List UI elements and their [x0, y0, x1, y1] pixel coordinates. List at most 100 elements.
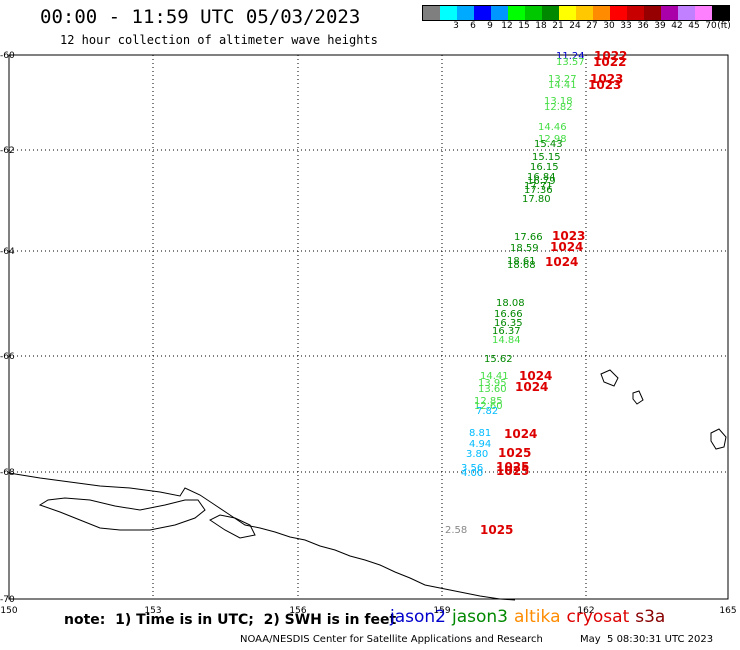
scale-tick-label: 18 [535, 21, 547, 31]
latitude-label: -66 [0, 352, 15, 362]
pressure-label: 1024 [545, 255, 578, 269]
wave-height-label: 16.15 [530, 162, 559, 173]
credit-text: NOAA/NESDIS Center for Satellite Applica… [240, 634, 543, 645]
wave-height-label: 15.15 [532, 152, 561, 163]
latitude-label: -64 [0, 247, 15, 257]
wave-height-label: 14.41 [548, 80, 577, 91]
longitude-label: 153 [144, 606, 161, 616]
wave-height-label: 17.36 [524, 185, 553, 196]
wave-height-label: 18.61 [507, 256, 536, 267]
scale-swatch [593, 6, 610, 20]
wave-height-label: 15.62 [484, 354, 513, 365]
scale-swatch [423, 6, 440, 20]
scale-swatch [610, 6, 627, 20]
longitude-label: 150 [0, 606, 17, 616]
satellite-legend: jason2 jason3 altika cryosat s3a [390, 607, 671, 627]
pressure-label: 1024 [515, 380, 548, 394]
scale-tick-label: 27 [586, 21, 598, 31]
scale-tick-label: 45 [688, 21, 700, 31]
scale-swatch [457, 6, 474, 20]
scale-tick-label: 39 [654, 21, 666, 31]
wave-height-label: 12.98 [538, 134, 567, 145]
footer-note: note: 1) Time is in UTC; 2) SWH is in fe… [64, 612, 397, 628]
wave-height-label: 11.24 [556, 51, 585, 62]
scale-tick-label: 3 [453, 21, 459, 31]
scale-tick-label: 9 [487, 21, 493, 31]
wave-height-label: 12.85 [474, 396, 503, 407]
scale-swatch [661, 6, 678, 20]
wave-height-label: 13.60 [478, 384, 507, 395]
page-title: 00:00 - 11:59 UTC 05/03/2023 [40, 6, 361, 28]
legend-entry: jason2 [390, 607, 446, 627]
scale-swatch [525, 6, 542, 20]
ice-shelf-outline [38, 497, 206, 531]
latitude-label: -68 [0, 468, 15, 478]
pressure-label: 1024 [550, 240, 583, 254]
longitude-label: 159 [433, 606, 450, 616]
scale-swatch [542, 6, 559, 20]
wave-height-label: 17.80 [522, 194, 551, 205]
wave-height-label: 13.18 [544, 96, 573, 107]
pressure-label: 1024 [504, 427, 537, 441]
pressure-label: 1025 [480, 523, 513, 537]
wave-height-label: 14.46 [538, 122, 567, 133]
wave-height-label: 14.84 [492, 335, 521, 346]
coastal-bay-outline [209, 514, 256, 539]
longitude-labels: 150 153 156 159 162 165 [0, 606, 736, 616]
pressure-label: 1022 [593, 55, 626, 69]
color-scale-bar [422, 5, 730, 21]
wave-height-label: 3.80 [466, 449, 488, 460]
pressure-label: 1023 [552, 229, 585, 243]
wave-height-label: 8.81 [469, 428, 491, 439]
scale-swatch [576, 6, 593, 20]
latitude-label: -70 [0, 595, 15, 605]
wave-height-label: 2.58 [445, 525, 467, 536]
scale-tick-label: 6 [470, 21, 476, 31]
wave-height-label: 3.56 [461, 463, 483, 474]
pressure-label: 1023 [588, 78, 621, 92]
wave-height-label: 16.79 [527, 176, 556, 187]
longitude-label: 156 [289, 606, 306, 616]
wave-height-label: 4.00 [461, 468, 483, 479]
pressure-label: 1024 [519, 369, 552, 383]
pressure-labels: 1022102210231023102310241024102410241024… [480, 49, 627, 537]
wave-height-label: 14.41 [480, 371, 509, 382]
wave-height-label: 17.66 [514, 232, 543, 243]
scale-swatch [508, 6, 525, 20]
scale-swatch [627, 6, 644, 20]
pressure-label: 1023 [590, 72, 623, 86]
wave-height-label: 12.60 [474, 401, 503, 412]
wave-height-label: 16.35 [494, 318, 523, 329]
wave-height-label: 18.59 [510, 243, 539, 254]
wave-height-label: 13.95 [478, 378, 507, 389]
legend-entry: s3a [635, 607, 666, 627]
scale-tick-label: 33 [620, 21, 632, 31]
island-1-outline [600, 369, 619, 387]
wave-height-label: 7.82 [476, 406, 498, 417]
scale-tick-label: 70 [705, 21, 717, 31]
wave-height-label: 16.37 [492, 326, 521, 337]
wave-height-label: 12.82 [544, 102, 573, 113]
scale-tick-label: 12 [501, 21, 513, 31]
scale-tick-label: 36 [637, 21, 649, 31]
pressure-label: 1022 [594, 49, 627, 63]
coastline [8, 369, 727, 601]
scale-tick-label: 21 [552, 21, 564, 31]
scale-swatch [559, 6, 576, 20]
scale-tick-label: 24 [569, 21, 581, 31]
latitude-label: -60 [0, 51, 15, 61]
scale-unit-label: (ft) [717, 21, 731, 31]
scale-swatch [474, 6, 491, 20]
scale-swatch [440, 6, 457, 20]
scale-swatch [712, 6, 729, 20]
latitude-label: -62 [0, 146, 15, 156]
page-subtitle: 12 hour collection of altimeter wave hei… [60, 33, 378, 47]
scale-swatch [491, 6, 508, 20]
wave-height-labels: 11.2413.5713.2714.4113.1812.8214.4612.98… [445, 51, 585, 536]
longitude-label: 165 [719, 606, 736, 616]
island-2-outline [632, 390, 644, 405]
wave-height-label: 16.84 [527, 172, 556, 183]
wave-height-label: 16.66 [494, 309, 523, 320]
wave-height-label: 15.43 [534, 139, 563, 150]
